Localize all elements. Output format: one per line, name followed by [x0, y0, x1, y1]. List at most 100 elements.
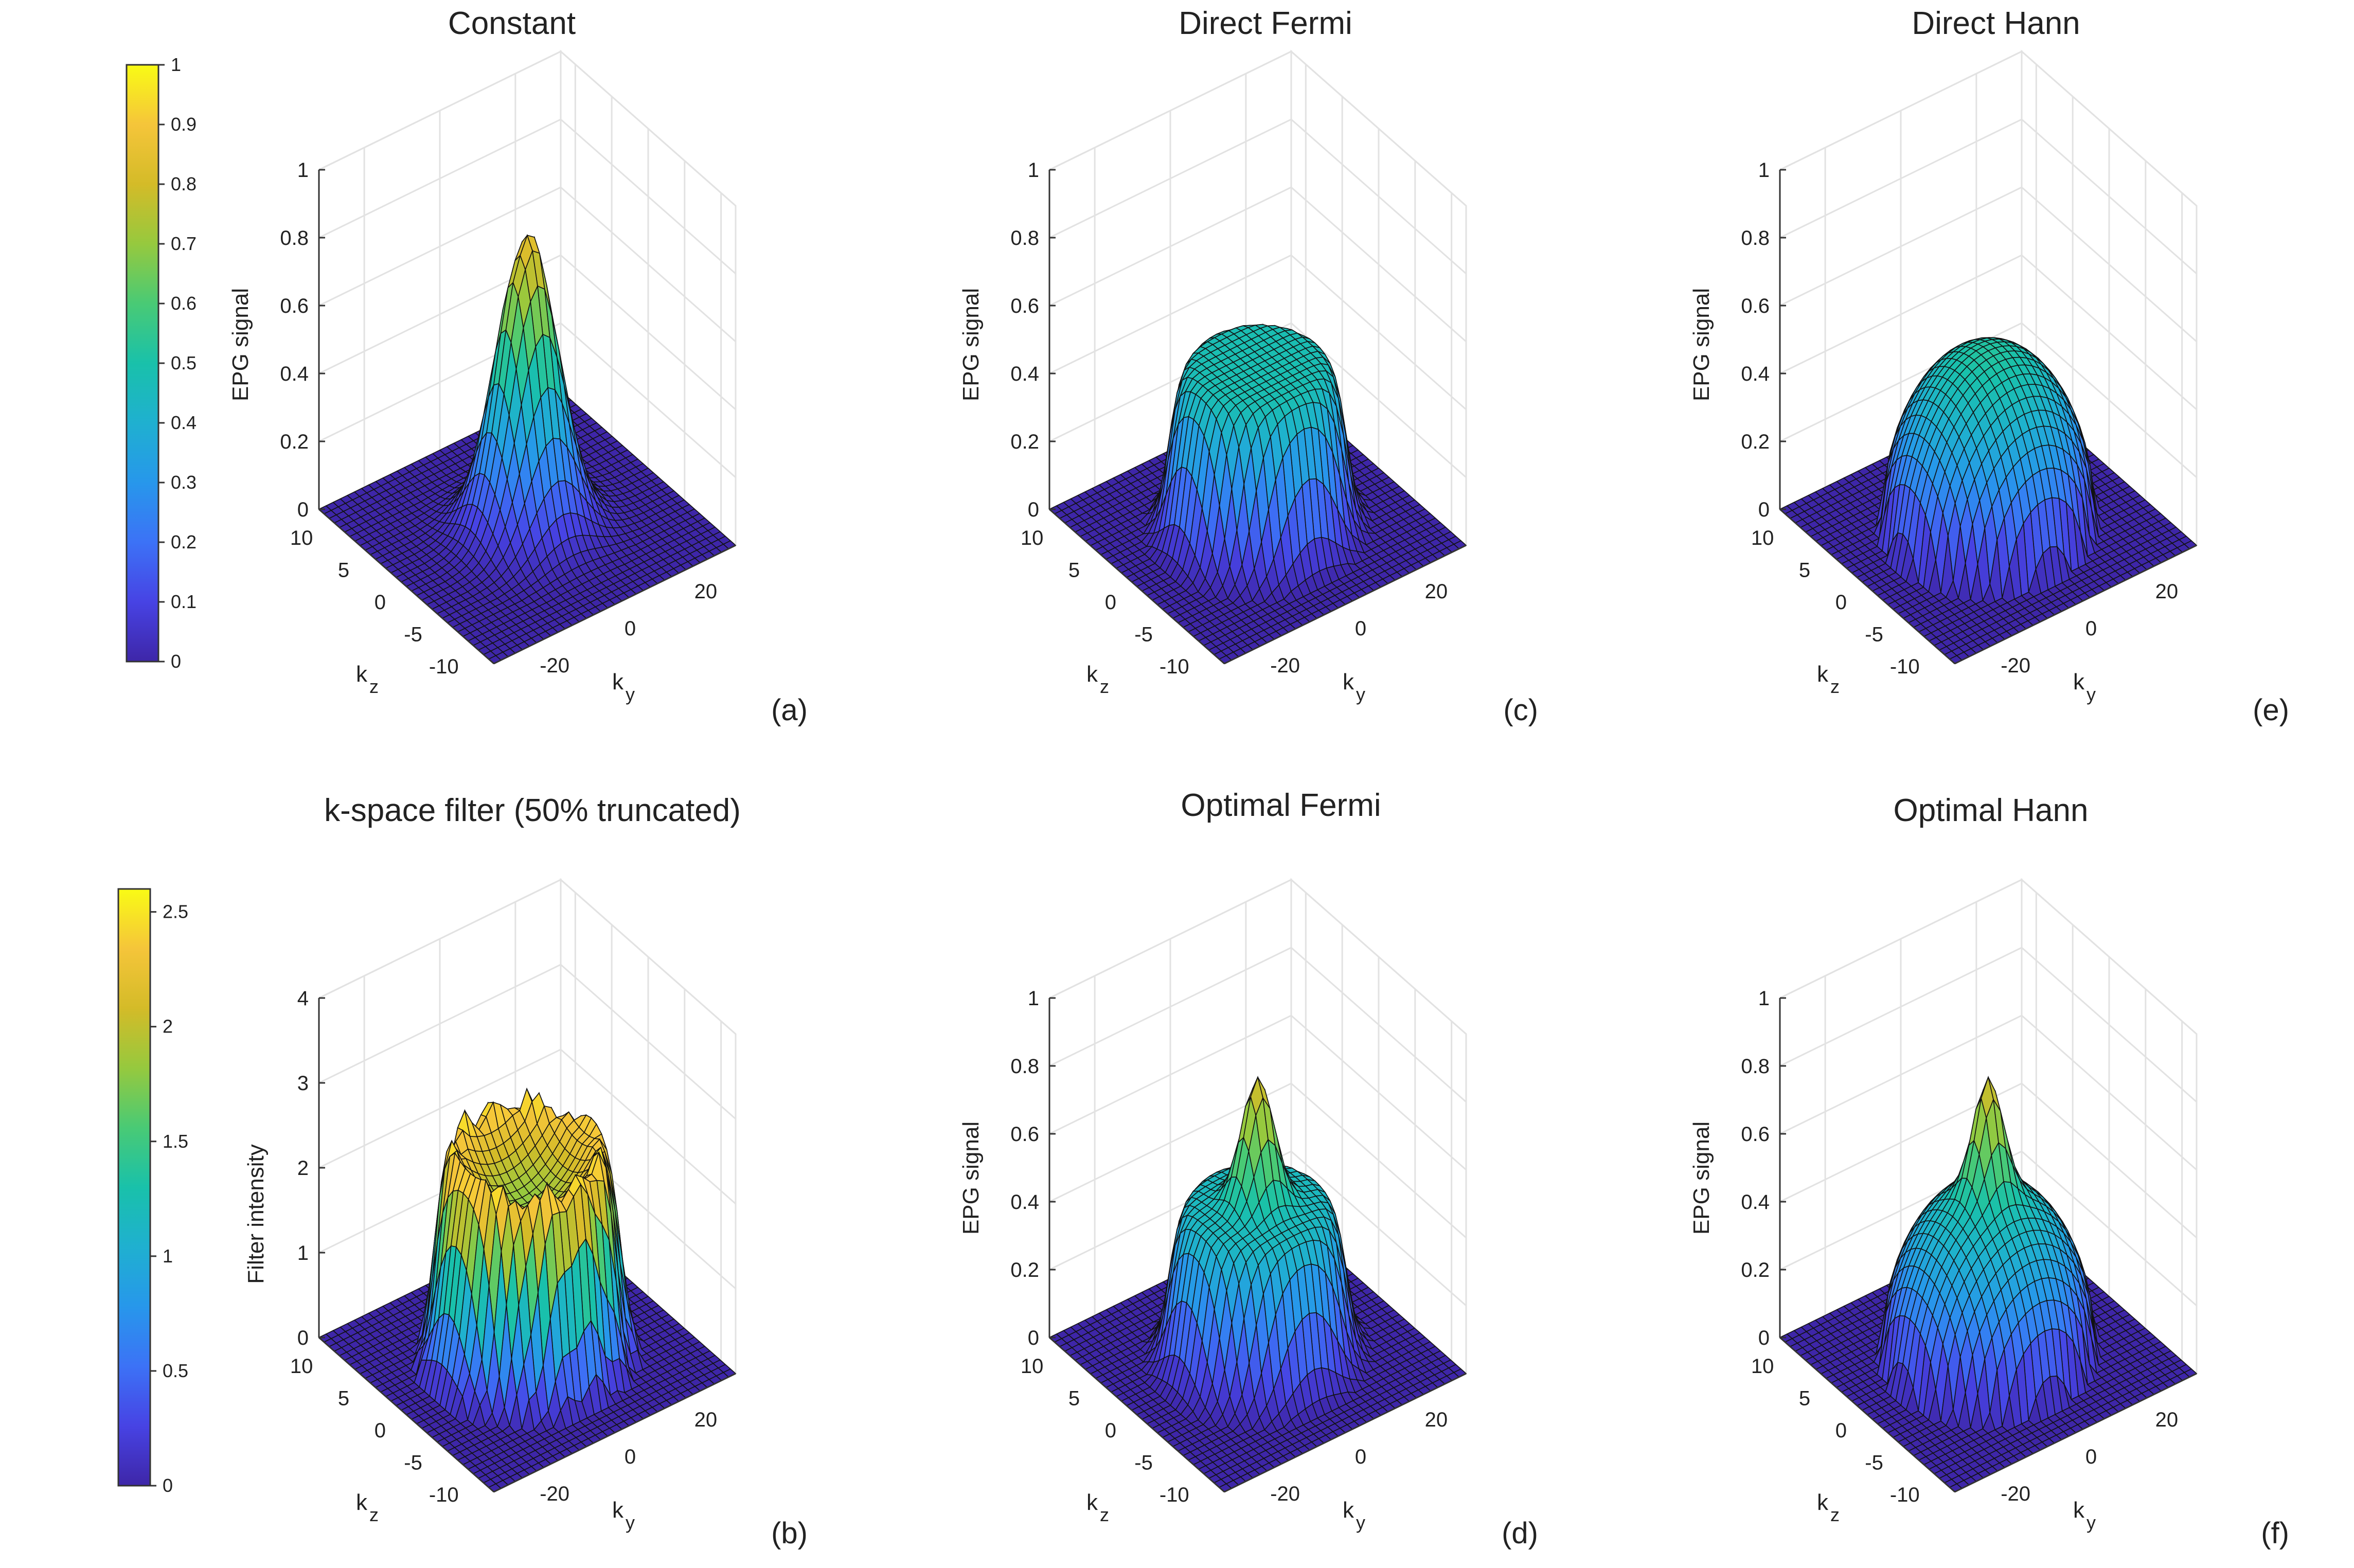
colorbar-tick-label: 0.6 — [171, 293, 197, 314]
z-axis-label: EPG signal — [1689, 288, 1714, 401]
kz-label-sub: z — [1830, 676, 1840, 697]
colorbar-tick-label: 0.4 — [171, 412, 197, 433]
ky-tick-label: -20 — [540, 654, 569, 677]
kz-tick-label: 5 — [1799, 559, 1810, 582]
ky-tick-label: 20 — [694, 1409, 718, 1431]
ky-tick-label: 20 — [694, 580, 718, 603]
kz-tick-label: 10 — [1021, 527, 1044, 549]
panel-label: (d) — [1502, 1517, 1538, 1550]
ky-label-main: k — [1343, 1498, 1354, 1523]
kz-label-sub: z — [369, 676, 379, 697]
z-tick-label: 1 — [297, 1242, 309, 1264]
kz-tick-label: -10 — [429, 655, 459, 678]
z-tick-label: 0.8 — [1010, 227, 1039, 250]
panel-label: (e) — [2253, 693, 2289, 727]
ky-tick-label: -20 — [1270, 654, 1300, 677]
kz-tick-label: 5 — [1068, 559, 1080, 582]
z-tick-label: 0.8 — [280, 227, 309, 250]
panel-title: Direct Hann — [1912, 6, 2080, 41]
ky-tick-label: 20 — [2155, 580, 2179, 603]
kz-label-sub: z — [1100, 676, 1109, 697]
ky-label-sub: y — [626, 1512, 635, 1533]
colorbar-epg: 00.10.20.30.40.50.60.70.80.91 — [126, 54, 197, 672]
kz-axis-label: k z — [356, 662, 379, 697]
panel-title: Constant — [448, 6, 576, 41]
ky-label-main: k — [2073, 669, 2085, 694]
z-tick-label: 0.2 — [1010, 431, 1039, 453]
z-tick-label: 0 — [297, 498, 309, 521]
z-gridline — [1049, 50, 1467, 207]
kz-tick-label: 0 — [374, 1419, 386, 1442]
kz-label-main: k — [1086, 662, 1098, 687]
kz-tick-label: -5 — [1865, 623, 1883, 646]
z-tick-label: 1 — [297, 159, 309, 182]
ky-label-main: k — [1343, 669, 1354, 694]
kz-label-sub: z — [1100, 1504, 1109, 1525]
panel-label: (b) — [771, 1517, 808, 1550]
z-gridline — [1049, 186, 1467, 343]
kz-tick-label: -5 — [404, 1452, 422, 1474]
kz-label-main: k — [1817, 662, 1829, 687]
z-tick-label: 0 — [1758, 498, 1770, 521]
z-tick-label: 0.6 — [1010, 295, 1039, 317]
z-tick-label: 1 — [1758, 159, 1770, 182]
ky-label-sub: y — [1356, 684, 1365, 705]
panel-title: k-space filter (50% truncated) — [324, 793, 741, 828]
colorbar-tick-label: 0.5 — [171, 352, 197, 373]
kz-axis-label: k z — [1086, 1490, 1109, 1525]
ky-label-main: k — [612, 1498, 624, 1523]
colorbar-tick-label: 0 — [163, 1475, 173, 1496]
colorbar-tick-label: 0.7 — [171, 233, 197, 254]
kz-tick-label: 10 — [290, 1355, 313, 1378]
kz-tick-label: 0 — [1835, 591, 1847, 614]
panel-d: Optimal Fermi (d) EPG signal k z k y 00.… — [958, 788, 1538, 1550]
z-tick-label: 4 — [297, 987, 309, 1010]
ky-tick-label: 0 — [1355, 617, 1366, 640]
kz-tick-label: 5 — [338, 559, 349, 582]
kz-tick-label: -10 — [1160, 655, 1189, 678]
colorbar-tick-label: 0.3 — [171, 472, 197, 493]
ky-tick-label: -20 — [2001, 654, 2030, 677]
kz-label-main: k — [356, 1490, 368, 1515]
kz-tick-label: 5 — [338, 1387, 349, 1410]
z-gridline — [1779, 50, 2197, 207]
ky-tick-label: -20 — [540, 1483, 569, 1505]
colorbar-filter-bar — [117, 888, 151, 1487]
z-tick-label: 0.4 — [1741, 363, 1770, 385]
z-tick-label: 0.6 — [280, 295, 309, 317]
colorbar-tick-label: 2.5 — [163, 901, 188, 922]
z-gridline — [318, 118, 736, 275]
z-gridline — [318, 186, 736, 343]
panel-label: (c) — [1503, 693, 1538, 727]
ky-axis-label: k y — [612, 1498, 635, 1533]
colorbar-tick-label: 1 — [171, 54, 181, 75]
ky-label-sub: y — [1356, 1512, 1365, 1533]
panel-b: k-space filter (50% truncated) (b) Filte… — [243, 793, 808, 1550]
z-gridline — [1049, 879, 1467, 1035]
z-tick-label: 0.2 — [1741, 431, 1770, 453]
kz-tick-label: -10 — [1890, 655, 1920, 678]
panel-c: Direct Fermi (c) EPG signal k z k y 00.2… — [958, 6, 1538, 727]
ky-label-sub: y — [2086, 684, 2096, 705]
kz-tick-label: -5 — [404, 623, 422, 646]
panel-title: Direct Fermi — [1179, 6, 1352, 41]
colorbar-tick-label: 1.5 — [163, 1131, 188, 1152]
z-tick-label: 3 — [297, 1072, 309, 1095]
z-gridline — [1779, 186, 2197, 343]
kz-axis-label: k z — [1817, 662, 1840, 697]
ky-axis-label: k y — [1343, 1498, 1365, 1533]
panel-label: (a) — [771, 693, 808, 727]
kz-label-main: k — [356, 662, 368, 687]
colorbar-tick-label: 0.2 — [171, 531, 197, 553]
colorbar-tick-label: 0.5 — [163, 1360, 188, 1381]
ky-tick-label: 0 — [625, 617, 636, 640]
z-tick-label: 0.4 — [1010, 363, 1039, 385]
ky-tick-label: 0 — [2085, 617, 2097, 640]
ky-axis-label: k y — [2073, 669, 2096, 705]
colorbar-filter: 00.511.522.5 — [117, 888, 188, 1496]
surface-mesh — [1779, 337, 2198, 664]
z-axis-label: EPG signal — [958, 1121, 984, 1235]
ky-tick-label: 20 — [1425, 580, 1448, 603]
